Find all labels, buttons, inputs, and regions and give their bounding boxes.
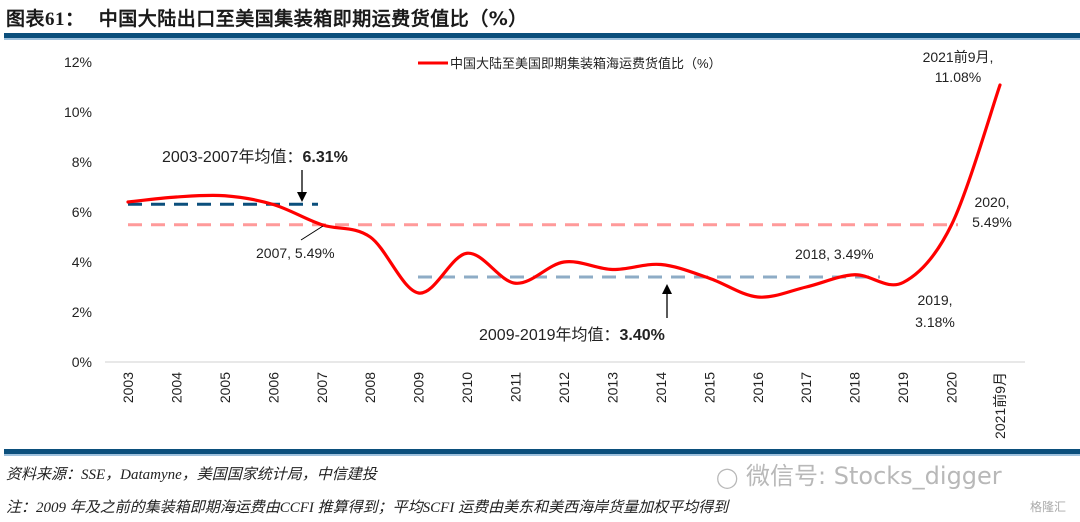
y-tick-label: 4% — [72, 254, 92, 270]
x-tick-label: 2013 — [604, 372, 620, 403]
data-points — [126, 83, 1002, 299]
y-tick-label: 0% — [72, 354, 92, 370]
x-tick-label: 2021前9月 — [992, 372, 1008, 439]
x-tick-label: 2008 — [362, 372, 378, 403]
x-tick-label: 2007 — [314, 372, 330, 403]
watermark-logo: 格隆汇 — [1030, 500, 1067, 514]
annotation-2021-line2: 11.08% — [935, 69, 981, 85]
x-tick-label: 2009 — [411, 372, 427, 403]
data-point — [901, 281, 905, 285]
footnote: 注：2009 年及之前的集装箱即期海运费由CCFI 推算得到；平均SCFI 运费… — [6, 500, 729, 516]
annotation-2020-line2: 5.49% — [972, 214, 1012, 230]
data-point — [126, 200, 130, 204]
chart-title: 图表61： 中国大陆出口至美国集装箱即期运费货值比（%） — [6, 4, 528, 31]
data-point — [853, 273, 857, 277]
data-point — [659, 263, 663, 267]
annotation-2007: 2007, 5.49% — [256, 245, 335, 261]
data-point — [465, 251, 469, 255]
data-point — [271, 203, 275, 207]
y-tick-label: 12% — [64, 54, 92, 70]
annotations: 2003-2007年均值：6.31% 2009-2019年均值：3.40% 20… — [162, 49, 1012, 344]
data-point — [223, 194, 227, 198]
x-axis: 2003 2004 2005 2006 2007 2008 2009 2010 2011 2012… — [120, 372, 1008, 439]
data-point — [368, 235, 372, 239]
x-tick-label: 2019 — [895, 372, 911, 403]
x-tick-label: 2015 — [701, 372, 717, 403]
wechat-icon: ◯ — [716, 465, 739, 489]
data-point — [174, 195, 178, 199]
annotation-2019-line2: 3.18% — [915, 314, 955, 330]
x-tick-label: 2012 — [556, 372, 572, 403]
title-sep: ： — [65, 8, 85, 30]
title-number: 61 — [45, 9, 66, 30]
annotation-2018: 2018, 3.49% — [795, 246, 874, 262]
data-point — [320, 223, 324, 227]
x-tick-label: 2018 — [847, 372, 863, 403]
data-point — [804, 285, 808, 289]
data-point — [562, 260, 566, 264]
annotation-2020-line1: 2020, — [974, 194, 1009, 210]
series-line — [126, 83, 1002, 299]
title-text: 中国大陆出口至美国集装箱即期运费货值比（%） — [98, 8, 528, 30]
data-point — [998, 83, 1002, 87]
line-chart: 0%2%4%6%8%10%12% 2003 2004 2005 2006 2007 200… — [64, 49, 1025, 439]
data-point — [950, 223, 954, 227]
x-tick-label: 2005 — [217, 372, 233, 403]
x-tick-label: 2014 — [653, 372, 669, 403]
y-axis: 0% 2% 4% 6% 8% 10% 12% — [64, 54, 92, 370]
annotation-avg-2003-2007: 2003-2007年均值：6.31% — [162, 148, 348, 166]
title-prefix: 图表 — [6, 8, 46, 30]
y-tick-label: 6% — [72, 204, 92, 220]
x-tick-label: 2016 — [750, 372, 766, 403]
x-tick-label: 2011 — [508, 372, 524, 402]
annotation-2019-line1: 2019, — [917, 292, 952, 308]
source-note: 资料来源：SSE，Datamyne，美国国家统计局，中信建投 — [6, 467, 377, 483]
y-tick-label: 2% — [72, 304, 92, 320]
data-point — [756, 295, 760, 299]
annotation-leader-2007 — [300, 225, 324, 241]
x-tick-label: 2020 — [944, 372, 960, 403]
watermark: ◯ 微信号: Stocks_digger — [716, 456, 1002, 491]
annotation-2021-line1: 2021前9月, — [923, 49, 994, 65]
reference-lines — [128, 202, 958, 279]
data-point — [514, 281, 518, 285]
y-tick-label: 8% — [72, 154, 92, 170]
data-point — [417, 291, 421, 295]
legend-label: 中国大陆至美国即期集装箱海运费货值比（%） — [450, 56, 722, 71]
bottom-divider — [4, 449, 1080, 456]
annotation-avg-2009-2019: 2009-2019年均值：3.40% — [479, 326, 665, 344]
x-tick-label: 2010 — [459, 372, 475, 403]
data-point — [707, 276, 711, 280]
watermark-text: 微信号: Stocks_digger — [746, 462, 1002, 490]
y-tick-label: 10% — [64, 104, 92, 120]
x-tick-label: 2003 — [120, 372, 136, 403]
x-tick-label: 2004 — [168, 372, 184, 403]
x-tick-label: 2017 — [798, 372, 814, 403]
x-tick-label: 2006 — [265, 372, 281, 403]
top-divider — [4, 33, 1080, 40]
data-point — [610, 268, 614, 272]
legend: 中国大陆至美国即期集装箱海运费货值比（%） — [418, 56, 722, 71]
